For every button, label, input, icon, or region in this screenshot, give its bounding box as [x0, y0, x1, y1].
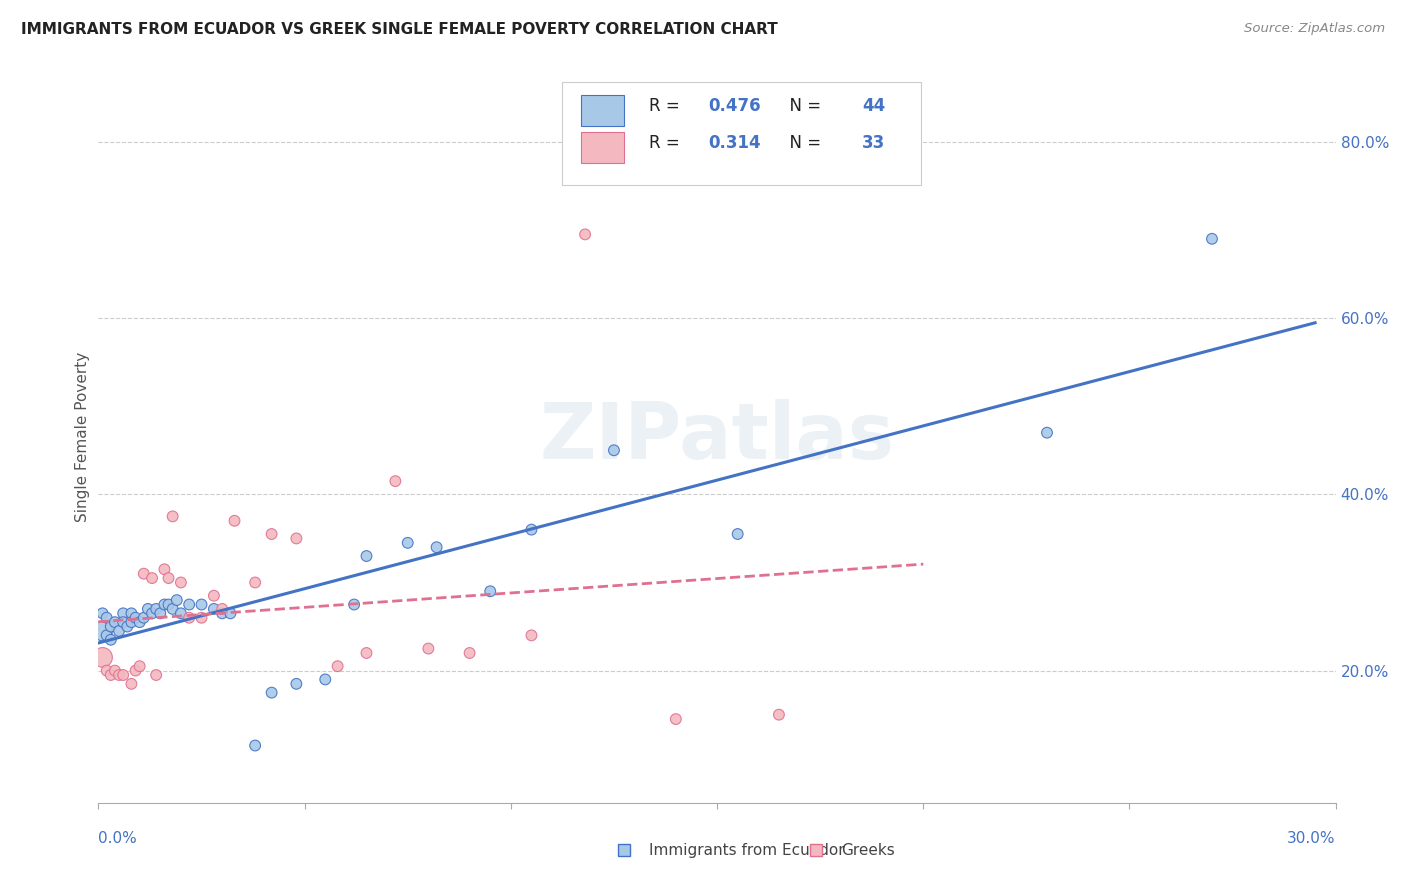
Point	[418, 641, 440, 656]
Point	[162, 509, 184, 524]
Point	[108, 624, 131, 638]
Point	[117, 619, 139, 633]
Point	[100, 668, 122, 682]
Point	[124, 611, 146, 625]
Point	[179, 598, 201, 612]
Text: IMMIGRANTS FROM ECUADOR VS GREEK SINGLE FEMALE POVERTY CORRELATION CHART: IMMIGRANTS FROM ECUADOR VS GREEK SINGLE …	[21, 22, 778, 37]
Point	[190, 598, 212, 612]
Text: 0.0%: 0.0%	[98, 830, 138, 846]
Text: 44: 44	[862, 97, 884, 115]
Y-axis label: Single Female Poverty: Single Female Poverty	[75, 352, 90, 522]
Point	[211, 607, 233, 621]
Point	[314, 673, 336, 687]
Text: Source: ZipAtlas.com: Source: ZipAtlas.com	[1244, 22, 1385, 36]
Point	[665, 712, 688, 726]
FancyBboxPatch shape	[562, 82, 921, 185]
Point	[243, 575, 266, 590]
Point	[132, 566, 155, 581]
Point	[112, 607, 135, 621]
Point	[260, 527, 283, 541]
Point	[1036, 425, 1059, 440]
Point	[396, 536, 419, 550]
Point	[224, 514, 246, 528]
Point	[100, 619, 122, 633]
Point	[326, 659, 349, 673]
Point	[170, 607, 193, 621]
Point	[112, 615, 135, 629]
Point	[124, 664, 146, 678]
Point	[91, 624, 114, 638]
Point	[285, 532, 308, 546]
Point	[132, 611, 155, 625]
FancyBboxPatch shape	[581, 132, 624, 162]
Point	[104, 664, 127, 678]
Text: 33: 33	[862, 134, 884, 152]
Point	[149, 607, 172, 621]
Text: 30.0%: 30.0%	[1288, 830, 1336, 846]
Text: Immigrants from Ecuador: Immigrants from Ecuador	[650, 843, 845, 858]
Point	[426, 540, 449, 554]
Point	[243, 739, 266, 753]
Point	[356, 646, 378, 660]
Point	[96, 664, 118, 678]
Text: R =: R =	[650, 134, 685, 152]
Point	[91, 607, 114, 621]
Point	[603, 443, 626, 458]
Point	[727, 527, 749, 541]
Point	[141, 607, 163, 621]
Point	[211, 602, 233, 616]
Point	[285, 677, 308, 691]
Point	[108, 668, 131, 682]
Point	[141, 571, 163, 585]
Point	[120, 607, 142, 621]
Point	[202, 589, 225, 603]
Point	[520, 628, 543, 642]
Point	[768, 707, 790, 722]
Point	[104, 615, 127, 629]
Point	[153, 598, 176, 612]
Text: ZIPatlas: ZIPatlas	[540, 399, 894, 475]
Point	[145, 668, 167, 682]
Point	[170, 575, 193, 590]
Point	[343, 598, 366, 612]
Point	[100, 632, 122, 647]
Point	[574, 227, 596, 242]
Point	[166, 593, 188, 607]
Point	[162, 602, 184, 616]
Point	[157, 571, 180, 585]
Text: N =: N =	[779, 134, 827, 152]
Point	[179, 611, 201, 625]
Point	[96, 628, 118, 642]
Point	[190, 611, 212, 625]
Point	[91, 650, 114, 665]
Point	[120, 615, 142, 629]
Point	[1201, 232, 1223, 246]
Point	[145, 602, 167, 616]
Text: Greeks: Greeks	[841, 843, 894, 858]
Point	[458, 646, 481, 660]
Text: 0.314: 0.314	[709, 134, 761, 152]
Point	[112, 668, 135, 682]
Point	[356, 549, 378, 563]
Point	[157, 598, 180, 612]
Point	[202, 602, 225, 616]
Point	[128, 615, 150, 629]
Point	[520, 523, 543, 537]
Point	[153, 562, 176, 576]
Point	[96, 611, 118, 625]
Point	[384, 474, 406, 488]
Point	[120, 677, 142, 691]
Point	[479, 584, 502, 599]
Text: N =: N =	[779, 97, 827, 115]
Text: R =: R =	[650, 97, 685, 115]
Point	[219, 607, 242, 621]
Text: 0.476: 0.476	[709, 97, 761, 115]
FancyBboxPatch shape	[581, 95, 624, 127]
Point	[260, 686, 283, 700]
Point	[136, 602, 159, 616]
Point	[128, 659, 150, 673]
